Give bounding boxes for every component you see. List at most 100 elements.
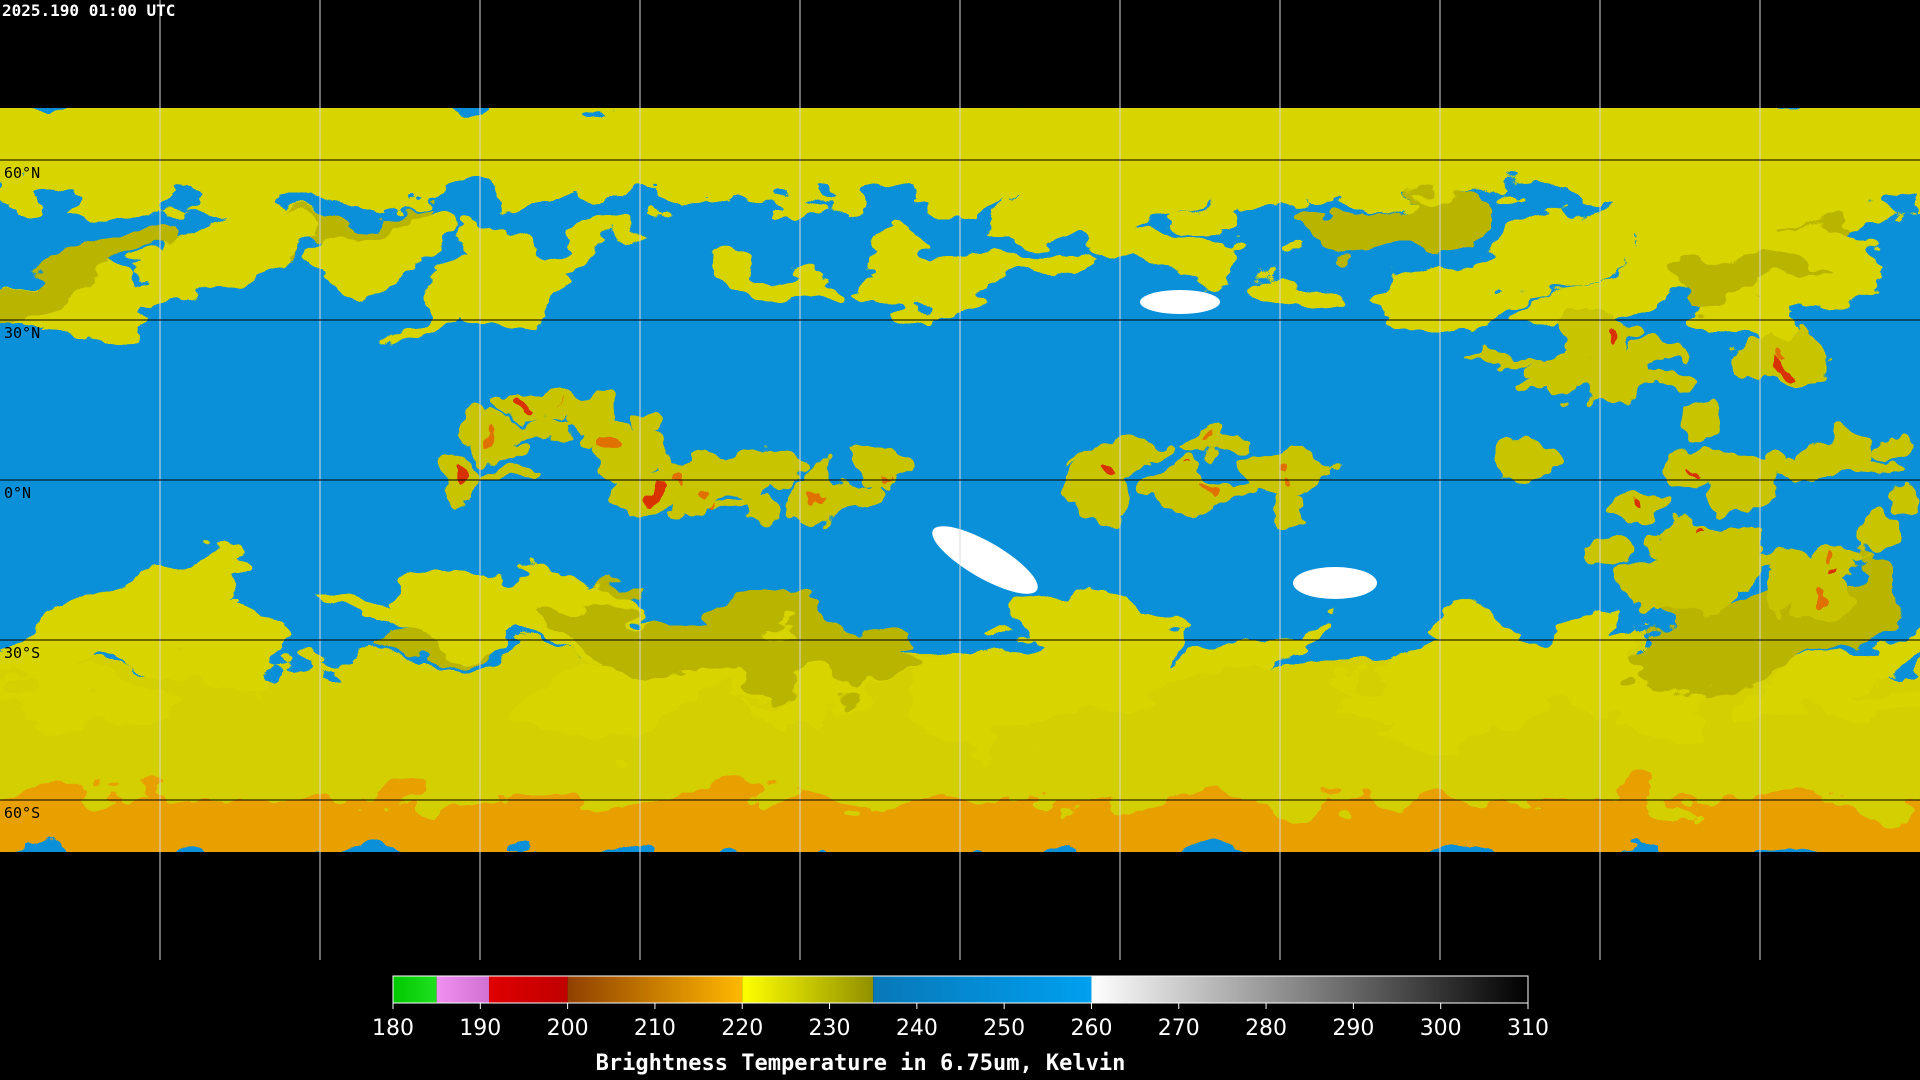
cloud-cluster [1855,461,1905,477]
cloud-cluster [1858,512,1902,555]
colorbar-tick-label: 300 [1420,1016,1462,1041]
cloud-swirl [542,607,834,693]
cloud-cluster [1893,484,1920,517]
cloud-cluster [1680,528,1768,555]
colorbar-tick-label: 220 [721,1016,763,1041]
colorbar-tick-label: 200 [547,1016,589,1041]
colorbar-tick-label: 190 [459,1016,501,1041]
cloud-cluster [1279,450,1334,484]
cloud-cluster [1871,436,1909,460]
deep-convection [698,483,711,496]
cloud-swirl [1080,211,1241,279]
deep-convection [1777,360,1791,374]
deep-convection [1609,325,1621,337]
cloud-cluster [1693,453,1784,486]
deep-convection [602,439,621,458]
latitude-label: 30°S [4,644,40,662]
colorbar-tick-label: 180 [372,1016,414,1041]
colorbar-tick-label: 250 [983,1016,1025,1041]
colorbar-segment [1091,976,1528,1003]
cloud-cluster [1271,488,1308,528]
cloud-swirl [1294,199,1488,251]
dry-slot [1140,290,1220,314]
cloud-swirl [1251,267,1345,317]
latitude-label: 60°N [4,164,40,182]
colorbar-segment [489,976,568,1003]
cloud-swirl [319,214,464,280]
dry-slot [932,526,1038,594]
cloud-swirl [985,161,1223,235]
cloud-swirl [1588,166,1763,249]
deep-convection [1207,483,1218,494]
dry-slot [1293,567,1377,599]
cloud-swirl [1806,685,1920,721]
cloud-cluster [1462,352,1543,366]
cloud-cluster [1678,403,1729,447]
colorbar-tick-label: 280 [1245,1016,1287,1041]
cloud-swirl [0,217,180,323]
colorbar-segment [567,976,743,1003]
convection [440,311,1920,621]
cloud-cluster [743,493,778,525]
deep-convection [515,397,528,411]
deep-convection [492,436,501,445]
deep-convection [1782,351,1792,361]
cloud-cluster [1059,466,1130,509]
cloud-swirl [910,634,1181,727]
cloud-swirl [716,258,853,302]
cloud-swirl [1367,218,1640,324]
colorbar-tick-label: 230 [809,1016,851,1041]
cloud-cluster [481,469,547,485]
cloud-cluster [806,454,832,496]
colorbar-tick-label: 210 [634,1016,676,1041]
cloud-cluster [1576,364,1631,393]
deep-convection [1815,588,1827,599]
colorbar-title: Brightness Temperature in 6.75um, Kelvin [596,1051,1126,1076]
cloud-cluster [1765,572,1801,612]
cloud-swirl [858,234,946,275]
colorbar-tick-label: 240 [896,1016,938,1041]
cloud-swirl [434,271,566,320]
colorbar-frame [392,975,1529,1004]
latitude-label: 30°N [4,324,40,342]
cloud-swirl [1738,625,1920,720]
colorbar: 180 190 200 210 220 230 240 250 260 270 280 290 300 3… [372,975,1549,1076]
deep-convection [1202,439,1209,446]
cloud-cluster [626,408,668,431]
cloud-swirl [1392,655,1611,716]
cloud-cluster [1654,371,1692,385]
deep-convection [642,484,660,502]
colorbar-tick-label: 290 [1332,1016,1374,1041]
colorbar-segment [393,976,437,1003]
deep-convection [452,468,470,487]
cloud-swirl [1208,170,1324,223]
latitude-label: 0°N [4,484,31,502]
cloud-swirl [164,155,287,236]
cloud-cluster [852,474,881,514]
cloud-cluster [1581,540,1634,565]
cloud-swirl [0,632,148,701]
cloud-swirl [1693,164,1857,224]
cloud-cluster [1775,462,1824,482]
deep-convection [1820,551,1832,563]
deep-convection [1275,462,1288,475]
colorbar-tick-label: 310 [1507,1016,1549,1041]
cloud-swirl [134,232,311,285]
colorbar-segment [873,976,1092,1003]
cloud-cluster [1490,441,1563,476]
colorbar-segment [436,976,490,1003]
lat-lon-grid: 60°N 30°N 0°N 30°S 60°S [0,0,1920,960]
cloud-swirl [1775,220,1880,284]
cloud-swirl [0,551,251,660]
cloud-cluster [851,441,914,478]
deep-convection [1100,458,1116,474]
latitude-label: 60°S [4,804,40,822]
colorbar-tick-label: 270 [1158,1016,1200,1041]
timestamp: 2025.190 01:00 UTC [2,1,175,20]
colorbar-tick-label: 260 [1070,1016,1112,1041]
cloud-swirl [1322,674,1440,723]
deep-convection [1630,499,1642,511]
cloud-cluster [1646,572,1737,621]
cloud-cluster [1092,438,1166,463]
